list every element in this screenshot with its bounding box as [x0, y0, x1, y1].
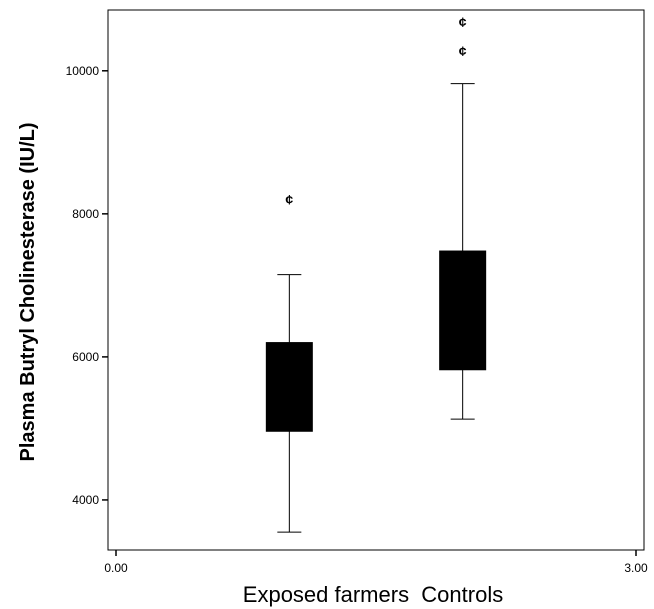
- box-0: [265, 342, 313, 432]
- x-axis-title: Exposed farmers Controls: [243, 582, 503, 607]
- outlier-1-1: ¢: [459, 14, 467, 30]
- x-axis: 0.00 3.00: [104, 550, 648, 575]
- y-axis: 4000 6000 8000 10000: [66, 64, 108, 507]
- outlier-1-0: ¢: [459, 43, 467, 59]
- y-tick-label-2: 8000: [72, 207, 99, 221]
- plot-frame: [107, 9, 645, 551]
- box-group-1: ¢¢: [439, 14, 487, 420]
- y-tick-label-0: 4000: [72, 493, 99, 507]
- box-group-0: ¢: [265, 192, 313, 533]
- box-1: [439, 250, 487, 371]
- outlier-0-0: ¢: [285, 192, 293, 208]
- y-tick-label-3: 10000: [66, 64, 100, 78]
- y-tick-label-1: 6000: [72, 350, 99, 364]
- y-axis-title: Plasma Butryl Cholinesterase (IU/L): [17, 123, 39, 462]
- boxes: ¢¢¢: [265, 14, 487, 533]
- x-tick-label-1: 3.00: [624, 561, 648, 575]
- x-tick-label-0: 0.00: [104, 561, 128, 575]
